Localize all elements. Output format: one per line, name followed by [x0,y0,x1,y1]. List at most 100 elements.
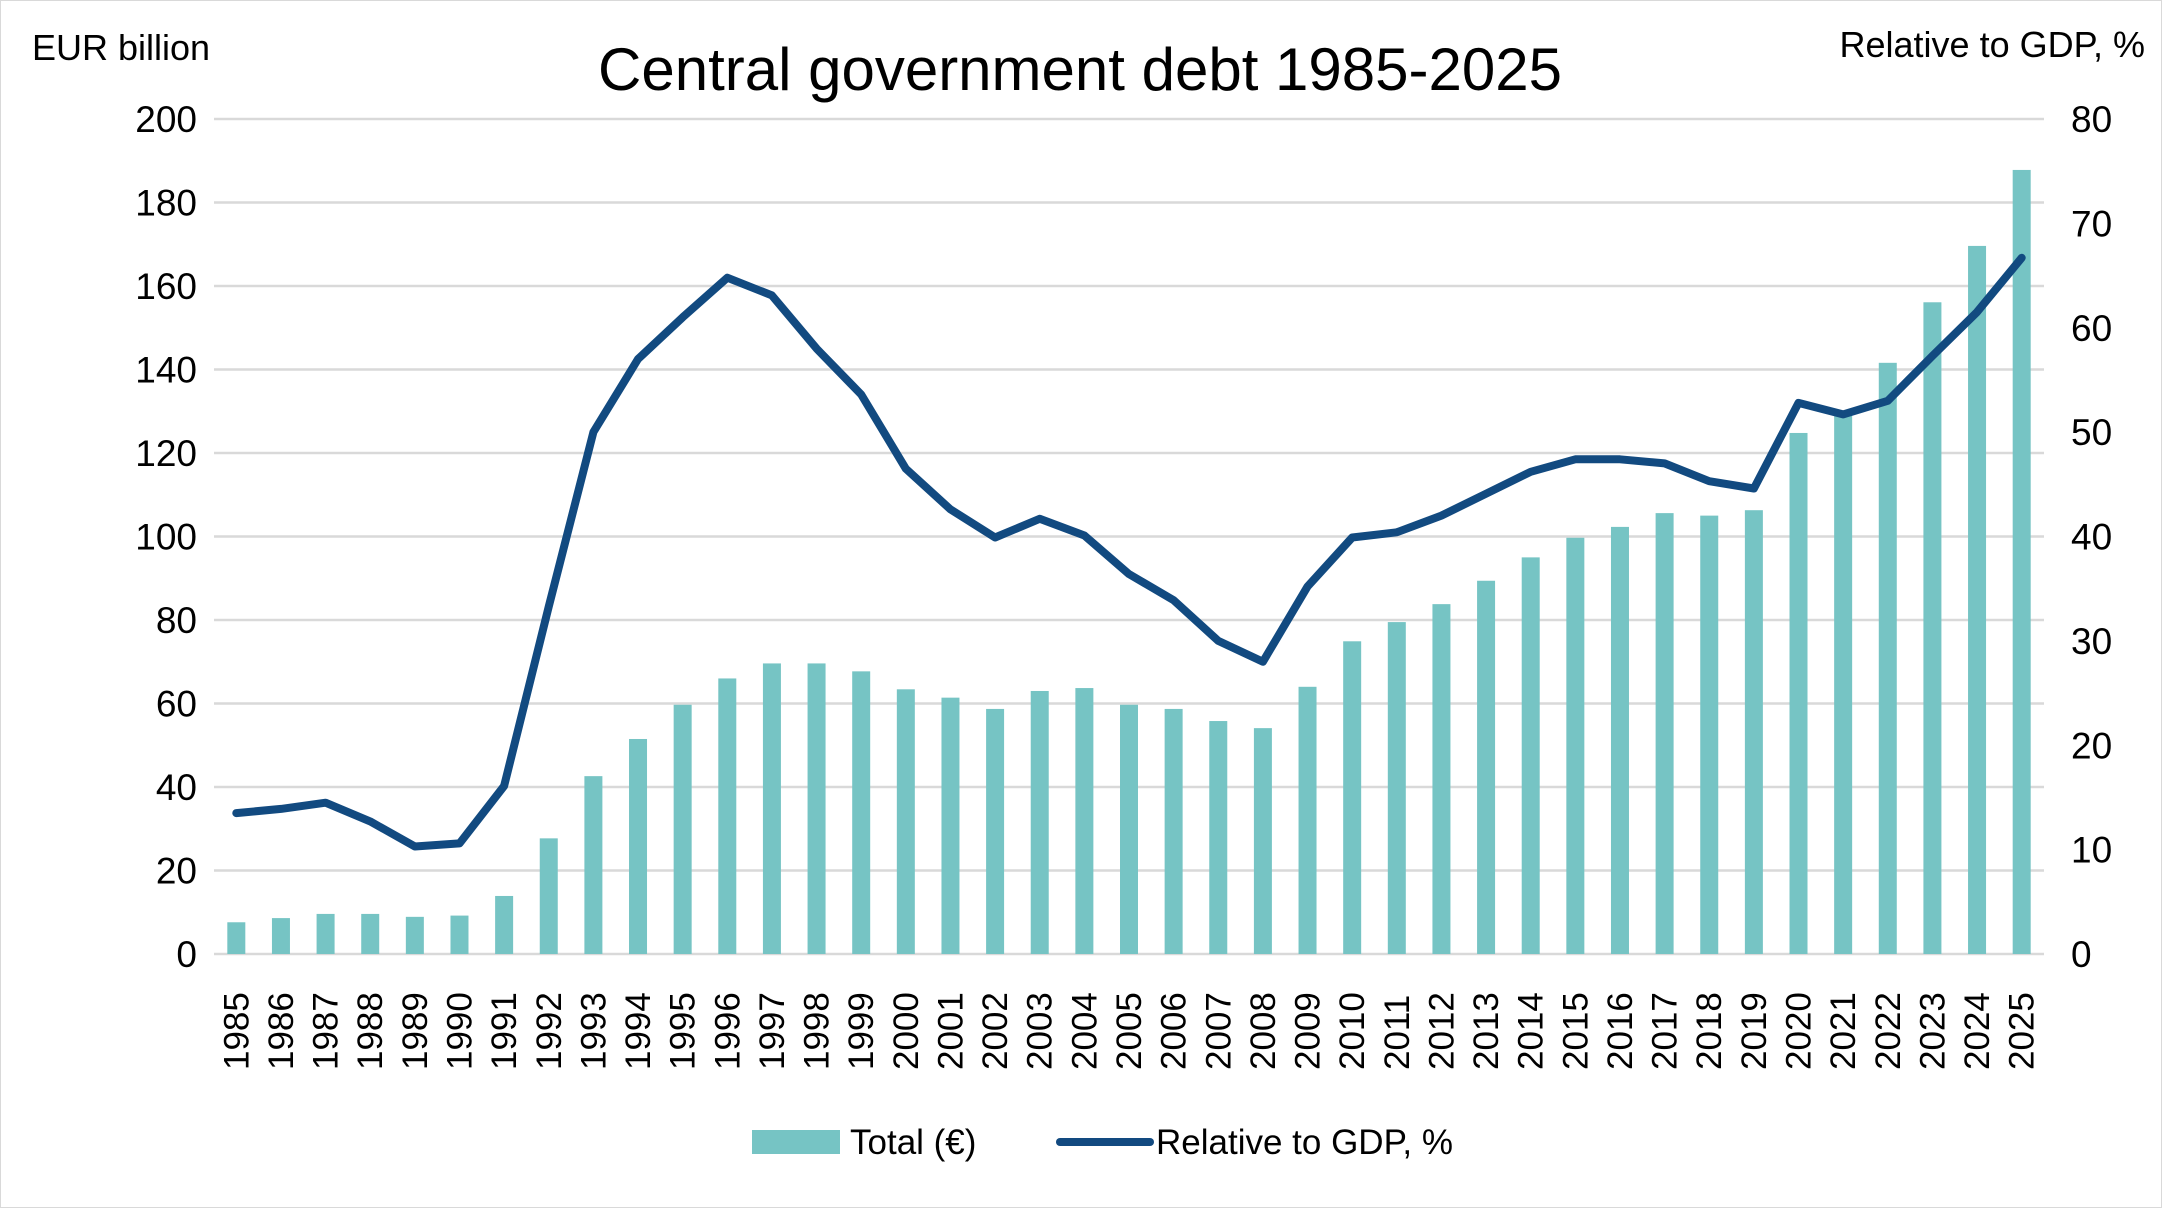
x-tick-label: 2012 [1422,992,1461,1070]
left-axis-title: EUR billion [32,27,210,68]
bar-1986 [271,918,290,954]
x-tick-label: 2000 [887,992,926,1070]
bar-2013 [1477,580,1496,954]
x-tick-label: 2005 [1110,992,1149,1070]
x-tick-label: 1991 [485,992,524,1070]
x-tick-label: 2007 [1199,992,1238,1070]
y2-tick-label: 0 [2071,934,2092,975]
y-tick-label: 60 [156,684,197,725]
bar-2011 [1387,622,1406,954]
chart-title: Central government debt 1985-2025 [598,36,1562,103]
legend: Total (€) Relative to GDP, % [752,1123,1453,1162]
bar-2022 [1878,362,1897,954]
x-tick-label: 2003 [1021,992,1060,1070]
y-tick-label: 120 [135,433,197,474]
bar-2012 [1432,604,1451,954]
bar-1997 [762,663,781,954]
x-tick-label: 1993 [574,992,613,1070]
y2-tick-label: 70 [2071,203,2112,244]
bar-2021 [1834,415,1853,954]
bar-1987 [316,913,335,954]
y-tick-label: 160 [135,266,197,307]
x-tick-label: 2023 [1913,992,1952,1070]
y2-tick-label: 40 [2071,517,2112,558]
x-tick-label: 1987 [307,992,346,1070]
y-tick-label: 0 [176,934,197,975]
legend-label-total: Total (€) [850,1123,976,1162]
y2-tick-label: 60 [2071,308,2112,349]
bar-1991 [495,895,514,954]
x-tick-label: 1985 [217,992,256,1070]
bar-2023 [1923,302,1942,955]
y-tick-label: 200 [135,99,197,140]
right-axis-title: Relative to GDP, % [1840,24,2145,65]
bar-2010 [1343,641,1362,954]
y2-tick-label: 50 [2071,412,2112,453]
y-tick-label: 140 [135,350,197,391]
bar-2007 [1209,721,1228,954]
bar-1992 [539,838,558,954]
bar-2009 [1298,686,1317,954]
x-tick-label: 2020 [1780,992,1819,1070]
y-tick-label: 20 [156,851,197,892]
x-tick-label: 2017 [1646,992,1685,1070]
x-tick-label: 2008 [1244,992,1283,1070]
bar-2004 [1075,688,1094,954]
bar-2015 [1566,537,1585,954]
x-tick-label: 1988 [351,992,390,1070]
x-tick-label: 1995 [664,992,703,1070]
bar-2002 [986,708,1005,954]
bar-2019 [1744,510,1763,954]
bar-1994 [629,738,648,954]
bar-1985 [227,922,246,954]
bar-2024 [1968,245,1987,955]
bar-2001 [941,697,960,954]
x-tick-label: 1997 [753,992,792,1070]
x-tick-label: 2002 [976,992,1015,1070]
x-tick-label: 1998 [798,992,837,1070]
x-tick-label: 2004 [1065,992,1104,1070]
y-tick-label: 40 [156,767,197,808]
bar-2005 [1120,704,1138,954]
bar-2000 [896,689,915,954]
bar-2020 [1789,432,1808,955]
x-tick-label: 1994 [619,992,658,1070]
y-tick-label: 100 [135,517,197,558]
bar-2018 [1700,515,1719,954]
legend-label-gdp: Relative to GDP, % [1156,1123,1453,1162]
y2-tick-label: 10 [2071,830,2112,871]
bar-2016 [1610,526,1629,954]
bar-1999 [852,671,871,954]
x-tick-label: 2016 [1601,992,1640,1070]
x-tick-label: 1999 [842,992,881,1070]
x-tick-label: 1996 [708,992,747,1070]
x-tick-label: 2009 [1289,992,1328,1070]
x-tick-label: 2025 [2003,992,2042,1070]
x-tick-label: 2021 [1824,992,1863,1070]
x-tick-label: 1990 [440,992,479,1070]
y2-tick-label: 30 [2071,621,2112,662]
x-tick-label: 2001 [931,992,970,1070]
bar-1996 [718,678,737,954]
bar-2006 [1164,708,1183,954]
x-tick-label: 2013 [1467,992,1506,1070]
x-tick-label: 1986 [262,992,301,1070]
x-tick-label: 2019 [1735,992,1774,1070]
x-tick-label: 2015 [1556,992,1595,1070]
y-tick-label: 80 [156,600,197,641]
bar-1993 [584,776,603,954]
bar-1990 [450,915,469,954]
x-tick-label: 2014 [1512,992,1551,1070]
x-tick-label: 1992 [530,992,569,1070]
legend-swatch-total [752,1130,840,1154]
bar-2003 [1030,690,1049,954]
bar-1988 [361,913,380,954]
bar-1989 [405,916,424,954]
bar-1995 [673,704,692,954]
y2-tick-label: 20 [2071,725,2112,766]
y2-tick-label: 80 [2071,99,2112,140]
x-tick-label: 2024 [1958,992,1997,1070]
bar-2008 [1253,728,1272,954]
x-tick-label: 2018 [1690,992,1729,1070]
